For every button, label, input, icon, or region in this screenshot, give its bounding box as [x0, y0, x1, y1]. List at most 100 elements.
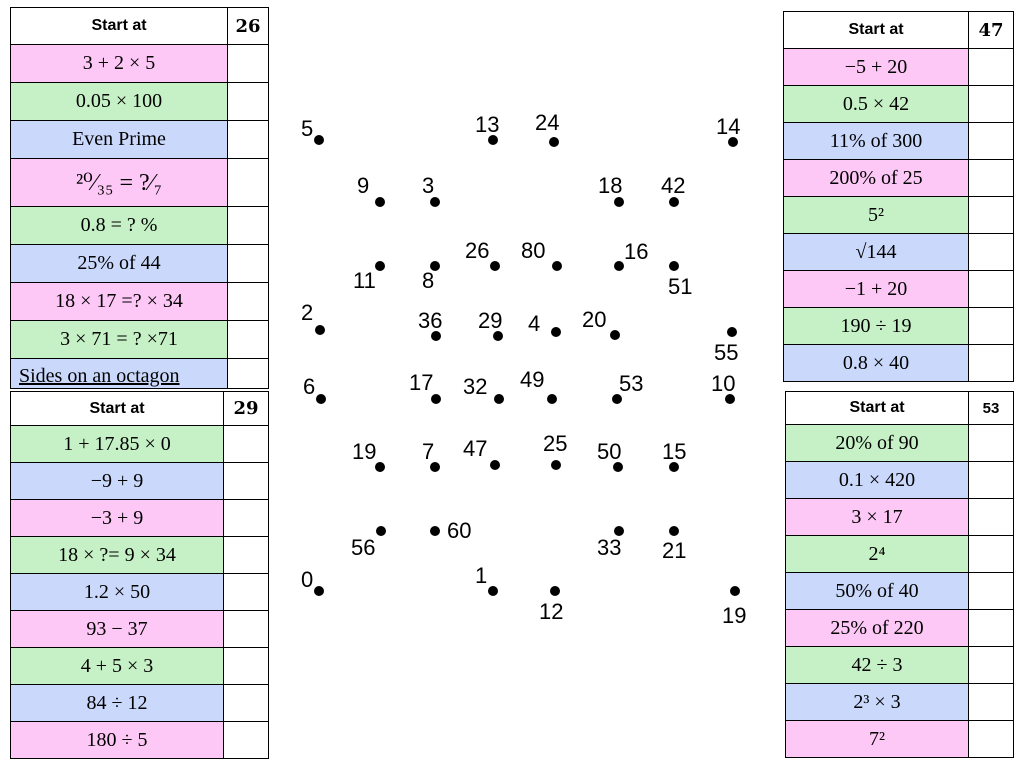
dot[interactable]: [551, 327, 561, 337]
answer-cell[interactable]: [227, 82, 269, 121]
dot-label: 21: [662, 538, 687, 563]
dot-label: 15: [662, 439, 687, 464]
answer-cell[interactable]: [223, 721, 269, 759]
answer-cell[interactable]: [968, 122, 1014, 160]
dot[interactable]: [610, 330, 620, 340]
dot[interactable]: [430, 261, 440, 271]
answer-cell[interactable]: [968, 233, 1014, 271]
answer-cell[interactable]: [968, 424, 1014, 462]
question-cell: 3 + 2 × 5: [10, 44, 228, 83]
answer-cell[interactable]: [968, 344, 1014, 382]
dot-label: 4: [528, 311, 541, 336]
dot[interactable]: [613, 462, 623, 472]
answer-cell[interactable]: [223, 684, 269, 722]
answer-cell[interactable]: [968, 646, 1014, 684]
dot[interactable]: [375, 261, 385, 271]
dot[interactable]: [552, 261, 562, 271]
question-cell: 5²: [783, 196, 969, 234]
answer-cell[interactable]: [227, 206, 269, 245]
question-cell: −9 + 9: [10, 462, 224, 500]
answer-cell[interactable]: [223, 647, 269, 685]
dot-label: 10: [711, 371, 736, 396]
dot-label: 33: [597, 535, 622, 560]
question-cell: 25% of 44: [10, 244, 228, 283]
answer-cell[interactable]: [227, 282, 269, 321]
dot[interactable]: [730, 586, 740, 596]
answer-cell[interactable]: [968, 270, 1014, 308]
dot[interactable]: [315, 325, 325, 335]
dot[interactable]: [430, 197, 440, 207]
dot[interactable]: [727, 327, 737, 337]
answer-cell[interactable]: [227, 158, 269, 207]
answer-cell[interactable]: [968, 498, 1014, 536]
dot-label: 13: [475, 112, 500, 137]
answer-cell[interactable]: [227, 320, 269, 359]
answer-cell[interactable]: [223, 573, 269, 611]
start-number: 47: [968, 11, 1014, 49]
dot-label: 19: [722, 603, 747, 628]
dot[interactable]: [490, 460, 500, 470]
dot[interactable]: [430, 526, 440, 536]
answer-cell[interactable]: [223, 610, 269, 648]
start-at-header: Start at: [10, 7, 228, 45]
answer-cell[interactable]: [968, 683, 1014, 721]
dot[interactable]: [669, 261, 679, 271]
dot[interactable]: [431, 394, 441, 404]
dot[interactable]: [488, 135, 498, 145]
dot[interactable]: [375, 462, 385, 472]
dot[interactable]: [488, 586, 498, 596]
dot[interactable]: [614, 526, 624, 536]
dot[interactable]: [669, 526, 679, 536]
dot[interactable]: [314, 586, 324, 596]
dot-label: 47: [463, 436, 488, 461]
dot[interactable]: [728, 137, 738, 147]
dot[interactable]: [490, 261, 500, 271]
dot[interactable]: [375, 197, 385, 207]
answer-cell[interactable]: [223, 536, 269, 574]
answer-cell[interactable]: [968, 720, 1014, 758]
dot[interactable]: [430, 462, 440, 472]
answer-cell[interactable]: [968, 85, 1014, 123]
dot[interactable]: [547, 394, 557, 404]
dot[interactable]: [376, 526, 386, 536]
dot-label: 25: [543, 431, 568, 456]
dot[interactable]: [494, 394, 504, 404]
answer-cell[interactable]: [223, 499, 269, 537]
dot[interactable]: [431, 331, 441, 341]
answer-cell[interactable]: [227, 120, 269, 159]
answer-cell[interactable]: [968, 159, 1014, 197]
dot[interactable]: [493, 331, 503, 341]
answer-cell[interactable]: [968, 196, 1014, 234]
answer-cell[interactable]: [223, 462, 269, 500]
answer-cell[interactable]: [227, 358, 269, 389]
dot-label: 14: [716, 114, 741, 139]
answer-cell[interactable]: [968, 572, 1014, 610]
start-at-header: Start at: [10, 391, 224, 426]
dot-label: 42: [661, 173, 686, 198]
dot[interactable]: [550, 586, 560, 596]
answer-cell[interactable]: [227, 244, 269, 283]
dot[interactable]: [612, 394, 622, 404]
answer-cell[interactable]: [968, 461, 1014, 499]
dot[interactable]: [614, 197, 624, 207]
dot[interactable]: [314, 135, 324, 145]
dot[interactable]: [549, 137, 559, 147]
answer-cell[interactable]: [968, 48, 1014, 86]
dot[interactable]: [614, 261, 624, 271]
answer-cell[interactable]: [968, 609, 1014, 647]
answer-cell[interactable]: [227, 44, 269, 83]
answer-cell[interactable]: [223, 425, 269, 463]
question-cell: 0.1 × 420: [785, 461, 969, 499]
dot[interactable]: [669, 462, 679, 472]
question-cell: −1 + 20: [783, 270, 969, 308]
dot[interactable]: [725, 394, 735, 404]
dot[interactable]: [669, 197, 679, 207]
question-cell: 20% of 90: [785, 424, 969, 462]
dot-label: 20: [582, 307, 607, 332]
dot[interactable]: [551, 460, 561, 470]
dot-label: 7: [422, 439, 435, 464]
question-cell: 1.2 × 50: [10, 573, 224, 611]
answer-cell[interactable]: [968, 535, 1014, 573]
dot[interactable]: [316, 394, 326, 404]
answer-cell[interactable]: [968, 307, 1014, 345]
